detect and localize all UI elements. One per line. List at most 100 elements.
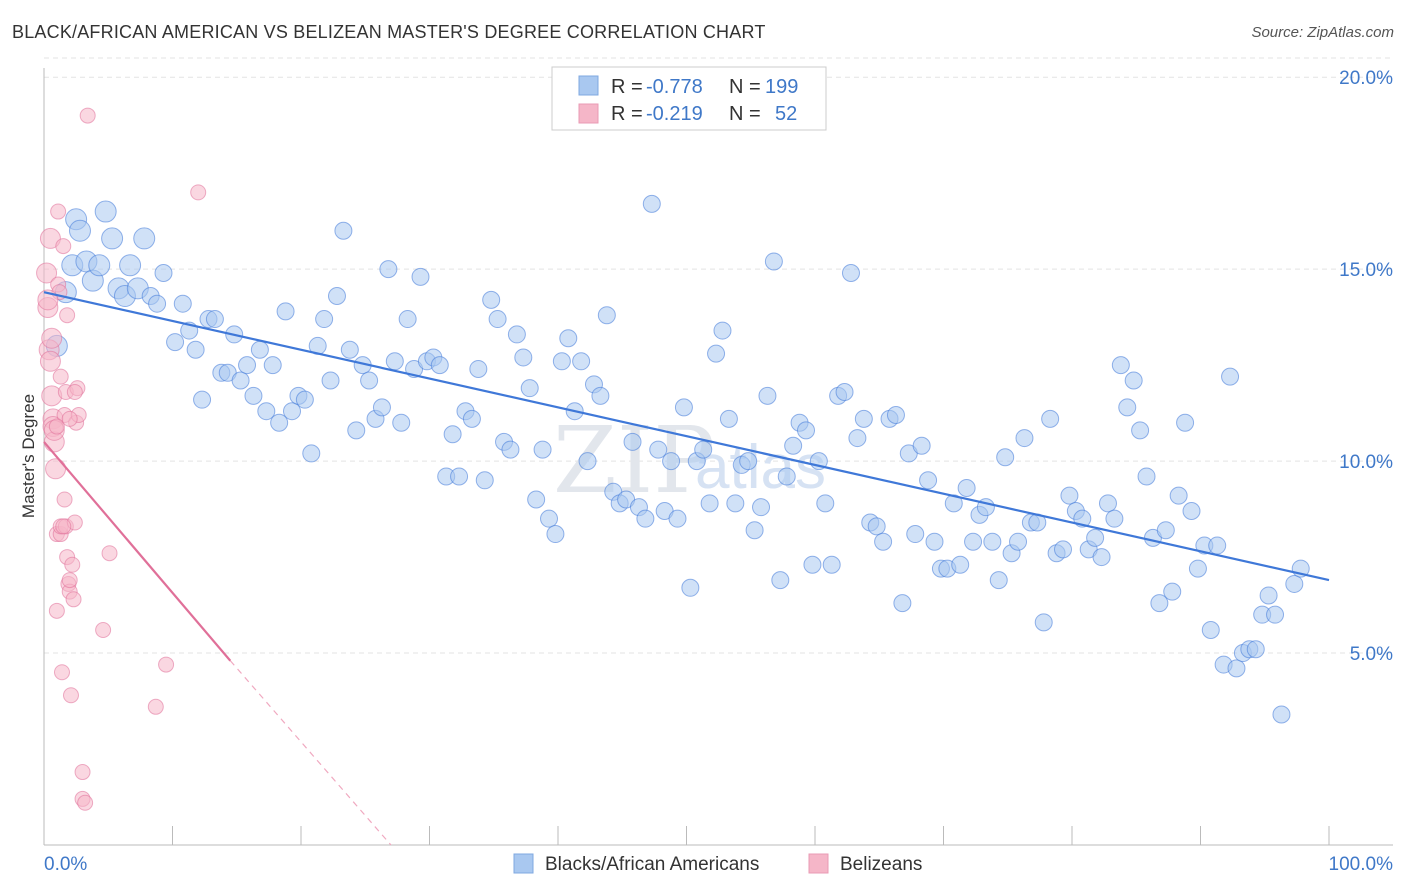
belizeans-point: [74, 764, 91, 781]
blacks-point: [540, 509, 559, 528]
legend-r-label-blacks: R =: [611, 76, 643, 98]
y-tick-label: 10.0%: [1339, 452, 1393, 473]
blacks-point: [867, 517, 886, 536]
blacks-point: [1227, 659, 1246, 678]
blacks-point: [1086, 528, 1105, 547]
blacks-point: [1176, 413, 1195, 432]
source-label: Source: ZipAtlas.com: [1251, 24, 1394, 41]
blacks-point: [951, 555, 970, 574]
blacks-point: [244, 386, 263, 405]
blacks-point: [1182, 502, 1201, 521]
blacks-point: [1266, 605, 1285, 624]
blacks-point: [835, 382, 854, 401]
legend-swatch-blacks: [578, 75, 599, 96]
belizeans-point: [77, 794, 94, 811]
belizeans-point: [55, 238, 72, 255]
blacks-point: [302, 444, 321, 463]
legend-r-value-belizeans: -0.219: [646, 103, 703, 125]
blacks-point: [1105, 509, 1124, 528]
blacks-point: [848, 429, 867, 448]
top-legend: R = -0.778 N = 199 R = -0.219 N = 52: [551, 66, 827, 131]
blacks-point: [1060, 486, 1079, 505]
blacks-point: [173, 294, 192, 313]
blacks-point: [752, 498, 771, 517]
y-axis-tick-labels: 5.0% 10.0% 15.0% 20.0%: [1339, 68, 1393, 665]
blacks-point: [803, 555, 822, 574]
blacks-point: [148, 294, 167, 313]
blacks-point: [238, 356, 257, 375]
blacks-point: [94, 200, 117, 223]
blacks-point: [745, 521, 764, 540]
blacks-point: [591, 386, 610, 405]
belizeans-point: [36, 262, 58, 284]
blacks-point: [854, 409, 873, 428]
blacks-point: [334, 221, 353, 240]
blacks-point: [636, 509, 655, 528]
belizeans-point: [190, 184, 207, 201]
y-tick-label: 20.0%: [1339, 68, 1393, 89]
blacks-point: [133, 227, 156, 250]
blacks-point: [559, 329, 578, 348]
belizeans-point: [158, 656, 175, 673]
blacks-point: [283, 402, 302, 421]
series-blacks-points: [45, 194, 1310, 724]
blacks-point: [270, 413, 289, 432]
belizeans-point: [55, 518, 72, 535]
blacks-point: [475, 471, 494, 490]
blacks-point: [514, 348, 533, 367]
blacks-point: [276, 302, 295, 321]
blacks-point: [1169, 486, 1188, 505]
blacks-point: [119, 254, 142, 277]
belizeans-point: [50, 203, 67, 220]
bottom-legend-swatch-belizeans: [808, 853, 829, 874]
blacks-point: [1098, 494, 1117, 513]
blacks-point: [668, 509, 687, 528]
belizeans-point: [95, 622, 112, 639]
x-tick-label-min: 0.0%: [44, 854, 87, 875]
blacks-point: [893, 594, 912, 613]
blacks-point: [501, 440, 520, 459]
blacks-point: [642, 194, 661, 213]
blacks-point: [347, 421, 366, 440]
blacks-point: [231, 371, 250, 390]
blacks-point: [623, 432, 642, 451]
blacks-point: [469, 359, 488, 378]
blacks-point: [874, 532, 893, 551]
belizeans-point: [66, 383, 83, 400]
blacks-point: [1208, 536, 1227, 555]
blacks-point: [1118, 398, 1137, 417]
blacks-point: [1015, 429, 1034, 448]
belizeans-point: [101, 545, 118, 562]
belizeans-point: [62, 687, 79, 704]
blacks-point: [1124, 371, 1143, 390]
blacks-point: [758, 386, 777, 405]
belizeans-point: [48, 418, 65, 435]
blacks-point: [205, 310, 224, 329]
legend-r-value-blacks: -0.778: [646, 76, 703, 98]
blacks-point: [411, 267, 430, 286]
blacks-point: [385, 352, 404, 371]
legend-r-label-belizeans: R =: [611, 103, 643, 125]
blacks-point: [250, 340, 269, 359]
legend-swatch-belizeans: [578, 103, 599, 124]
blacks-point: [822, 555, 841, 574]
blacks-point: [488, 310, 507, 329]
legend-n-value-belizeans: 52: [775, 103, 797, 125]
x-axis-ticks: [43, 826, 1330, 845]
blacks-point: [816, 494, 835, 513]
blacks-point: [379, 260, 398, 279]
belizeans-point: [59, 307, 76, 324]
blacks-point: [906, 525, 925, 544]
bottom-legend-label-belizeans: Belizeans: [840, 854, 922, 875]
blacks-point: [681, 578, 700, 597]
belizeans-point: [56, 491, 73, 508]
blacks-point: [315, 310, 334, 329]
blacks-point: [263, 356, 282, 375]
blacks-point: [552, 352, 571, 371]
blacks-point: [674, 398, 693, 417]
blacks-point: [739, 452, 758, 471]
bottom-legend-label-blacks: Blacks/African Americans: [545, 854, 759, 875]
blacks-point: [154, 263, 173, 282]
series-belizeans-points: [36, 107, 207, 811]
belizeans-point: [45, 458, 67, 480]
